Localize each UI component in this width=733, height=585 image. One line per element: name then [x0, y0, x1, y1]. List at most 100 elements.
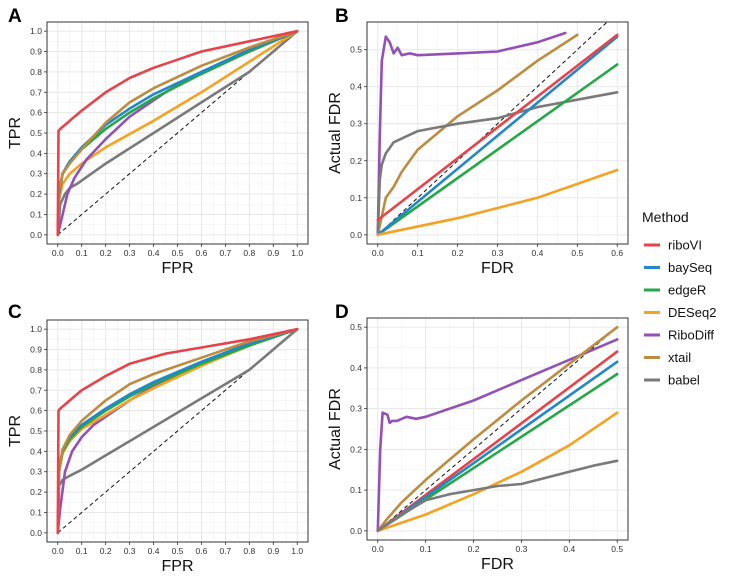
x-tick-label: 0.1 — [412, 248, 424, 258]
legend-label-edger: edgeR — [668, 283, 706, 298]
panel-D: 0.0 0.1 0.2 0.3 0.4 0.5 0.0 0.1 0.2 0.3 0.4 0.5 FDR A… — [327, 302, 629, 573]
x-axis-title: FPR — [162, 558, 194, 575]
x-tick-label: 0.8 — [243, 248, 255, 258]
panel-letter: A — [8, 6, 22, 27]
y-axis-title: TPR — [7, 117, 24, 149]
panel-letter: C — [8, 302, 22, 323]
y-tick-label: 0.2 — [30, 189, 42, 199]
y-tick-label: 0.2 — [350, 444, 362, 454]
y-tick-label: 0.6 — [30, 108, 42, 118]
x-tick-label: 1.0 — [291, 248, 303, 258]
x-tick-label: 0.4 — [148, 546, 160, 556]
x-tick-label: 0.4 — [531, 248, 543, 258]
x-tick-label: 0.5 — [172, 546, 184, 556]
legend-label-babel: babel — [668, 373, 700, 388]
y-tick-label: 0.2 — [30, 487, 42, 497]
series-babel — [56, 29, 299, 237]
x-tick-label: 0.6 — [196, 248, 208, 258]
y-tick-label: 0.9 — [30, 345, 42, 355]
series-xtail — [376, 33, 579, 237]
y-axis-title: Actual FDR — [327, 388, 344, 470]
x-tick-label: 0.6 — [611, 248, 623, 258]
x-tick-label: 0.4 — [148, 248, 160, 258]
series-ribovi — [376, 33, 619, 222]
series-babel — [376, 91, 619, 237]
y-tick-label: 0.8 — [30, 365, 42, 375]
series-xtail — [56, 29, 299, 237]
x-tick-label: 0.3 — [124, 248, 136, 258]
x-tick-label: 1.0 — [291, 546, 303, 556]
y-tick-label: 0.4 — [30, 446, 42, 456]
x-tick-label: 0.1 — [76, 248, 88, 258]
x-tick-label: 0.3 — [124, 546, 136, 556]
x-axis-title: FDR — [481, 260, 514, 277]
series-ribodiff — [376, 31, 567, 237]
series-edger — [376, 63, 619, 237]
series-ribovi — [56, 29, 299, 237]
y-tick-label: 0.5 — [30, 426, 42, 436]
reference-diagonal — [377, 326, 618, 532]
x-tick-label: 0.5 — [172, 248, 184, 258]
x-tick-label: 0.9 — [267, 546, 279, 556]
x-tick-label: 0.1 — [76, 546, 88, 556]
legend-label-ribodiff: RiboDiff — [668, 328, 714, 343]
y-tick-label: 0.8 — [30, 67, 42, 77]
x-tick-label: 0.7 — [219, 546, 231, 556]
y-tick-label: 1.0 — [30, 324, 42, 334]
y-tick-label: 0.1 — [30, 209, 42, 219]
y-tick-label: 0.3 — [30, 467, 42, 477]
y-tick-label: 0.5 — [350, 322, 362, 332]
legend-label-bayseq: baySeq — [668, 260, 712, 275]
y-axis-title: Actual FDR — [327, 92, 344, 174]
x-tick-label: 0.2 — [468, 544, 480, 554]
y-tick-label: 0.1 — [350, 193, 362, 203]
reference-diagonal — [377, 22, 608, 236]
x-tick-label: 0.2 — [100, 248, 112, 258]
series-bayseq — [376, 35, 619, 237]
panel-A: 0.0 0.1 0.2 0.3 0.4 0.5 0.6 0.7 0.8 0.9 1.0 0.0 0.1 0… — [7, 6, 309, 277]
legend: Method riboVI baySeq edgeR DESeq2 RiboDiff xta… — [642, 209, 716, 388]
x-tick-label: 0.3 — [492, 248, 504, 258]
x-tick-label: 0.4 — [563, 544, 575, 554]
y-tick-label: 0.0 — [30, 230, 42, 240]
series-deseq2 — [376, 168, 619, 237]
series-ribovi — [56, 327, 299, 535]
y-tick-label: 0.4 — [350, 363, 362, 373]
y-tick-label: 0.9 — [30, 47, 42, 57]
series-ribovi — [376, 350, 619, 533]
y-tick-label: 0.3 — [30, 169, 42, 179]
series-ribodiff — [376, 338, 619, 533]
legend-label-ribovi: riboVI — [668, 238, 702, 253]
y-tick-label: 0.4 — [30, 148, 42, 158]
x-tick-label: 0.7 — [219, 248, 231, 258]
x-tick-label: 0.0 — [52, 248, 64, 258]
y-tick-label: 0.7 — [30, 87, 42, 97]
legend-label-xtail: xtail — [668, 350, 691, 365]
x-tick-label: 0.5 — [611, 544, 623, 554]
x-tick-label: 0.9 — [267, 248, 279, 258]
panel-B: 0.0 0.1 0.2 0.3 0.4 0.5 0.6 0.0 0.1 0.2 0.3 0.4 0.5 F… — [327, 6, 629, 277]
y-tick-label: 0.2 — [350, 156, 362, 166]
x-axis-title: FPR — [162, 260, 194, 277]
y-tick-label: 0.7 — [30, 385, 42, 395]
y-tick-label: 1.0 — [30, 26, 42, 36]
y-tick-label: 0.5 — [350, 45, 362, 55]
legend-label-deseq2: DESeq2 — [668, 305, 716, 320]
x-tick-label: 0.5 — [571, 248, 583, 258]
x-tick-label: 0.0 — [372, 248, 384, 258]
panel-border — [366, 317, 629, 541]
y-tick-label: 0.3 — [350, 404, 362, 414]
x-tick-label: 0.2 — [100, 546, 112, 556]
panel-C: 0.0 0.1 0.2 0.3 0.4 0.5 0.6 0.7 0.8 0.9 1.0 0.0 0.1 0… — [7, 302, 309, 575]
series-babel — [376, 459, 619, 533]
series-xtail — [56, 327, 299, 535]
series-deseq2 — [376, 411, 619, 533]
series-bayseq — [376, 360, 619, 533]
x-tick-label: 0.0 — [52, 546, 64, 556]
series-deseq2 — [56, 29, 299, 237]
y-tick-label: 0.0 — [30, 528, 42, 538]
x-tick-label: 0.0 — [372, 544, 384, 554]
y-tick-label: 0.0 — [350, 526, 362, 536]
x-tick-label: 0.2 — [452, 248, 464, 258]
